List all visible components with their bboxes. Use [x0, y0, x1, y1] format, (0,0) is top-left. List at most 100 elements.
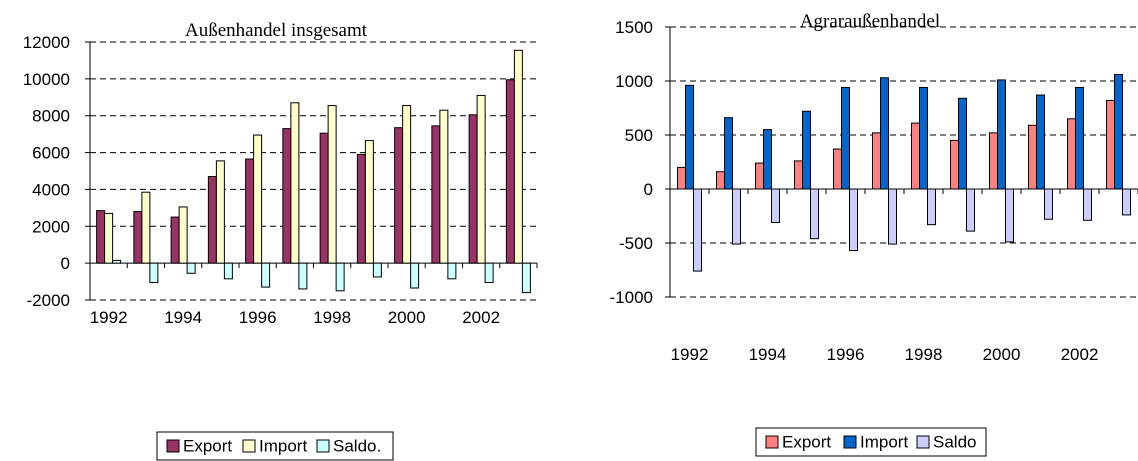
x-tick-label: 1992 [90, 308, 128, 327]
legend-swatch [765, 435, 779, 449]
bar-import [880, 77, 889, 190]
legend-label: Export [183, 437, 232, 456]
legend: Export Import Saldo [755, 427, 987, 457]
y-tick-label: 6000 [32, 144, 70, 163]
bar-saldo [1083, 188, 1092, 221]
bar-saldo [186, 262, 196, 274]
chart-title: Agraraußenhandel [800, 11, 940, 32]
bar-export [989, 132, 998, 190]
x-tick-label: 1994 [749, 345, 787, 364]
bar-export [356, 153, 366, 264]
bar-saldo [149, 262, 159, 283]
y-tick-label: 2000 [32, 217, 70, 236]
legend-box [156, 431, 394, 461]
bar-saldo [484, 262, 494, 283]
legend-label: Import [259, 437, 307, 456]
bar-export [170, 216, 180, 264]
bar-export [96, 210, 106, 264]
legend-swatch [242, 439, 256, 453]
chart-right: -1000 -500 0 500 1000 1500 1992 1994 1996 1998 200… [610, 11, 1138, 457]
bar-saldo [888, 188, 897, 245]
bar-import [141, 191, 151, 264]
bar-export [319, 132, 329, 264]
bar-saldo [810, 188, 819, 240]
bar-export [950, 139, 959, 190]
bar-export [716, 171, 725, 190]
bar-import [1114, 74, 1123, 190]
x-tick-label: 1998 [313, 308, 351, 327]
legend-label: Saldo. [333, 437, 381, 456]
bar-saldo [1044, 188, 1053, 220]
legend-swatch [166, 439, 180, 453]
bar-saldo [410, 262, 420, 289]
bar-import [724, 117, 733, 190]
bar-export [207, 176, 217, 264]
bar-export [133, 211, 143, 264]
bar-saldo [693, 188, 702, 272]
bar-import [1036, 94, 1045, 190]
bar-saldo [447, 262, 457, 280]
bar-saldo [1005, 188, 1014, 243]
bar-saldo [927, 188, 936, 226]
bar-export [1067, 118, 1076, 190]
bar-saldo [223, 262, 233, 280]
bar-export [468, 114, 478, 264]
bar-saldo [1122, 188, 1131, 216]
bar-export [872, 132, 881, 190]
bar-import [685, 84, 694, 190]
bar-export [677, 166, 686, 190]
legend: Export Import Saldo. [156, 431, 394, 461]
bar-saldo [966, 188, 975, 232]
legend-box [755, 427, 987, 457]
bar-saldo [521, 262, 531, 294]
x-tick-label: 1998 [905, 345, 943, 364]
bar-export [833, 148, 842, 190]
y-tick-label: 12000 [23, 33, 70, 52]
bar-import [1075, 86, 1084, 190]
bar-export [245, 158, 255, 264]
bar-export [394, 127, 404, 264]
bar-import [919, 86, 928, 190]
x-tick-label: 2002 [1061, 345, 1099, 364]
y-tick-label: 10000 [23, 70, 70, 89]
y-tick-label: -500 [619, 234, 653, 253]
x-tick-label: 1994 [164, 308, 202, 327]
bar-import [104, 212, 114, 264]
y-tick-label: 500 [625, 126, 653, 145]
x-tick-label: 2002 [462, 308, 500, 327]
x-tick-label: 1996 [827, 345, 865, 364]
y-tick-label: 4000 [32, 180, 70, 199]
bar-export [1028, 124, 1037, 190]
bar-export [505, 79, 515, 264]
bar-saldo [372, 262, 382, 278]
bar-saldo [112, 259, 122, 264]
legend-swatch [843, 435, 857, 449]
bar-import [958, 97, 967, 190]
x-tick-label: 1992 [671, 345, 709, 364]
bar-saldo [732, 188, 741, 245]
bar-saldo [849, 188, 858, 252]
bar-export [282, 128, 292, 264]
x-tick-label: 2000 [388, 308, 426, 327]
bar-export [755, 162, 764, 190]
bar-saldo [335, 262, 345, 292]
legend-swatch [316, 439, 330, 453]
bar-import [364, 140, 374, 264]
bar-export [431, 125, 441, 264]
x-tick-label: 2000 [983, 345, 1021, 364]
bar-import [253, 134, 263, 264]
bar-import [327, 105, 337, 264]
bar-import [215, 160, 225, 264]
bar-import [290, 102, 300, 264]
bar-export [911, 122, 920, 190]
bar-import [402, 105, 412, 264]
legend-label: Saldo [933, 433, 976, 452]
bar-saldo [261, 262, 271, 288]
bar-saldo [298, 262, 308, 290]
legend-swatch [916, 435, 930, 449]
bar-export [794, 160, 803, 190]
legend-label: Import [860, 433, 908, 452]
x-tick-label: 1996 [239, 308, 277, 327]
bar-import [439, 109, 449, 264]
